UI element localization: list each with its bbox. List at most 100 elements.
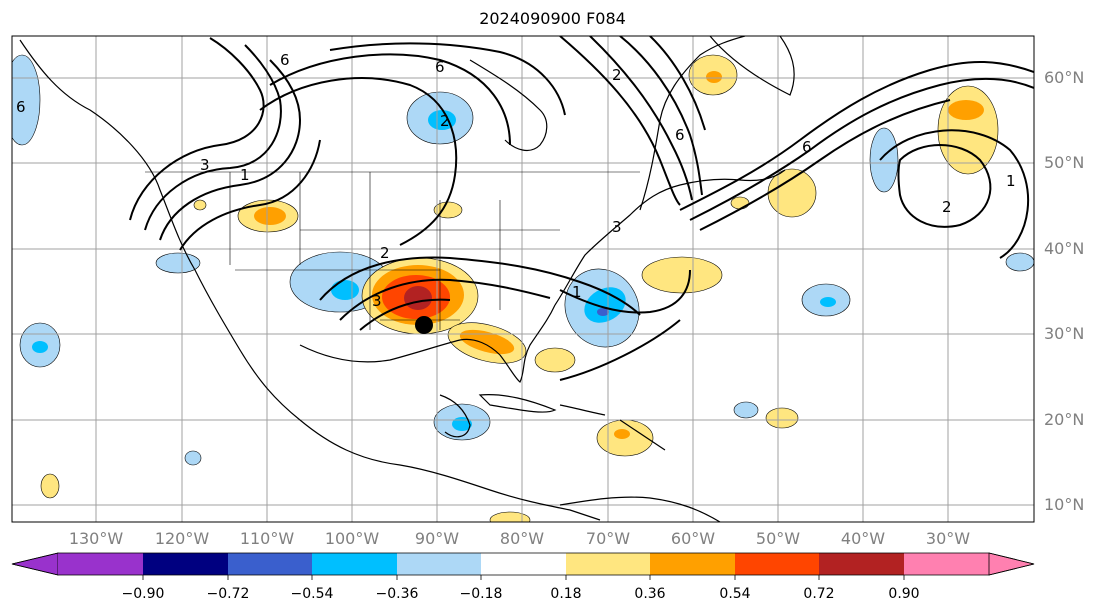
lon-label: 70°W [585,529,631,548]
colorbar-segment [904,553,989,575]
colorbar-segment [397,553,481,575]
positive-anomaly-small-6 [489,511,531,522]
anomaly-shading [12,54,1034,522]
negative-anomaly-atlantic-inner [597,308,609,316]
lon-label: 50°W [755,529,801,548]
colorbar-segment [566,553,650,575]
negative-anomaly-nw-canada-core [428,110,456,130]
negative-anomaly-east-atlantic [869,127,899,193]
negative-anomaly-small-1 [733,401,759,419]
lon-label: 120°W [154,529,210,548]
contour-label: 6 [435,58,445,76]
colorbar-segment [735,553,819,575]
contour-label: 2 [612,66,622,84]
lat-label: 60°N [1044,68,1085,87]
colorbar-tick-label: 0.54 [719,586,751,602]
positive-anomaly-atlantic-central [641,256,723,294]
colorbar-segment [58,553,143,575]
contour-label: 1 [1006,172,1016,190]
lon-label: 30°W [925,529,971,548]
caribbean-islands [559,404,666,451]
positive-anomaly-bahamas [534,347,576,373]
negative-anomaly-small-3 [155,252,201,274]
colorbar-segment [819,553,904,575]
contour-label: 2 [942,198,952,216]
storm-center-marker [415,316,433,334]
colorbar-tick-label: 0.90 [888,586,920,602]
negative-anomaly-small-2 [184,450,202,466]
colorbar-tick-label: −0.18 [459,586,503,602]
contour-label: 3 [372,292,382,310]
negative-anomaly-small-4 [1005,252,1034,272]
contour-label: 2 [380,244,390,262]
negative-anomaly-pacific-core [32,341,48,353]
lat-label: 10°N [1044,495,1085,514]
contour-label: 1 [240,166,250,184]
lat-label: 50°N [1044,153,1085,172]
lat-label: 30°N [1044,324,1085,343]
contour-label: 1 [572,283,582,301]
colorbar-segment [650,553,735,575]
colorbar-tick-marks [142,575,905,580]
colorbar-segment [228,553,312,575]
colorbar-tick-label: 0.18 [550,586,582,602]
east-coast [554,169,786,306]
lon-label: 80°W [499,529,545,548]
positive-anomaly-small-1 [765,407,799,429]
positive-anomaly-florida-core [459,329,515,355]
south-america-north [559,496,721,522]
colorbar-tick-label: 0.36 [634,586,666,602]
negative-anomaly-mid-atlantic-core [820,297,836,307]
lat-label: 40°N [1044,239,1085,258]
positive-anomaly-gulf-core [404,286,432,310]
hudson-bay [469,59,548,152]
colorbar-segment [312,553,397,575]
height-contours [129,36,1034,381]
positive-anomaly-small-4 [730,196,750,210]
colorbar-min-arrow [11,552,59,576]
colorbar-outline [11,552,1035,576]
lon-label: 110°W [239,529,295,548]
colorbar-tick-label: −0.36 [375,586,419,602]
contour-label: 6 [280,51,290,69]
colorbar-max-arrow [988,552,1035,576]
colorbar-tick-label: −0.54 [290,586,334,602]
positive-anomaly-small-2 [40,473,60,499]
negative-anomaly-plains-core [331,280,359,300]
contour-label: 6 [16,98,26,116]
positive-anomaly-rockies-core [254,207,286,225]
positive-anomaly-small-5 [193,199,207,211]
colorbar-segment [481,553,566,575]
greenland [709,36,795,96]
graticule [12,36,1034,522]
contour-label: 6 [675,126,685,144]
positive-anomaly-far-north-core [706,71,722,83]
positive-anomaly-northeast-atlantic-core [948,100,984,120]
yucatan [439,394,471,438]
borders [145,171,640,330]
colorbar [11,552,1035,580]
lon-label: 90°W [414,529,460,548]
north-america-west-coast [19,39,601,521]
contour-label: 6 [802,138,812,156]
colorbar-tick-label: −0.90 [121,586,165,602]
lon-label: 130°W [68,529,124,548]
lon-label: 40°W [840,529,886,548]
gulf-coast [299,304,556,383]
lon-label: 60°W [670,529,716,548]
contour-label: 3 [612,218,622,236]
coastlines [19,36,795,522]
colorbar-tick-label: 0.72 [803,586,835,602]
plot-frame [11,35,1035,523]
colorbar-tick-label: −0.72 [206,586,250,602]
colorbar-segment [143,553,228,575]
positive-anomaly-antilles-core [614,429,630,439]
map-title: 2024090900 F084 [479,9,626,28]
contour-label: 3 [200,156,210,174]
lat-label: 20°N [1044,410,1085,429]
cuba [478,394,557,413]
contour-label-group: 6 6 6 6 2 2 2 1 1 3 3 3 6 1 2 [16,51,1016,310]
contour-label: 2 [440,112,450,130]
lon-label: 100°W [324,529,380,548]
